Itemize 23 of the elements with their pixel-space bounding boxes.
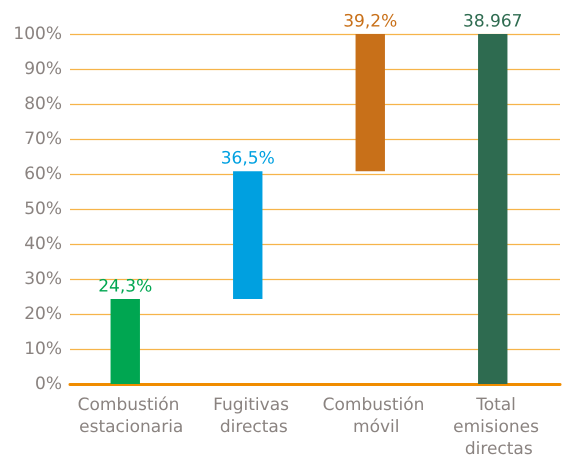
y-tick-label: 90%	[24, 59, 62, 79]
y-tick-label: 20%	[24, 304, 62, 324]
data-label: 36,5%	[220, 148, 275, 169]
x-tick-label: Total emisiones directas	[453, 395, 544, 459]
bar	[233, 171, 262, 299]
data-label: 24,3%	[98, 276, 152, 296]
bar	[356, 34, 385, 172]
annotation: 38.967	[463, 12, 522, 32]
y-tick-label: 60%	[24, 164, 62, 184]
bar	[478, 34, 508, 384]
x-tick-label: Fugitivas directas	[213, 395, 294, 437]
bar	[110, 298, 140, 384]
y-tick-label: 10%	[24, 339, 62, 359]
y-tick-label: 30%	[24, 269, 62, 289]
y-tick-label: 80%	[24, 94, 62, 114]
x-tick-label: Combustión estacionaria	[78, 395, 185, 437]
y-tick-label: 40%	[24, 234, 62, 254]
data-label: 39,2%	[343, 12, 398, 32]
x-tick-label: Combustión móvil	[322, 395, 430, 437]
y-tick-label: 100%	[13, 24, 62, 44]
y-tick-label: 0%	[35, 374, 62, 394]
y-tick-label: 50%	[24, 199, 62, 219]
y-tick-label: 70%	[24, 129, 62, 149]
